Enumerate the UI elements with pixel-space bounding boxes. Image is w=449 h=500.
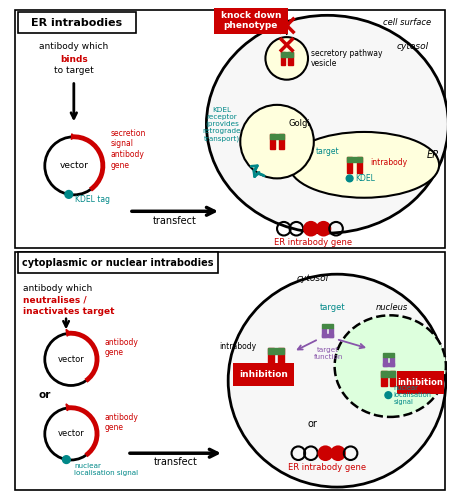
Bar — [281, 52, 293, 56]
Bar — [382, 372, 387, 386]
Text: neutralises /: neutralises / — [22, 296, 86, 304]
Text: binds: binds — [60, 54, 88, 64]
Text: cell surface: cell surface — [383, 18, 431, 27]
Text: intrabody: intrabody — [370, 158, 407, 168]
Bar — [268, 348, 274, 364]
Text: antibody
gene: antibody gene — [105, 338, 139, 357]
FancyBboxPatch shape — [214, 7, 288, 34]
Text: target: target — [319, 303, 345, 312]
Text: target: target — [316, 147, 339, 156]
Text: Golgi: Golgi — [289, 120, 310, 128]
Circle shape — [65, 190, 73, 198]
Text: ER intrabody gene: ER intrabody gene — [288, 463, 366, 472]
Circle shape — [346, 175, 353, 182]
Text: target
function: target function — [314, 347, 343, 360]
Text: nuclear
localisation signal: nuclear localisation signal — [74, 464, 138, 476]
FancyBboxPatch shape — [233, 363, 295, 386]
Bar — [357, 156, 362, 173]
Bar — [278, 348, 284, 364]
FancyArrowPatch shape — [251, 166, 257, 171]
Circle shape — [265, 37, 308, 80]
Circle shape — [240, 105, 314, 178]
Ellipse shape — [335, 316, 446, 417]
Bar — [347, 156, 352, 173]
Text: vector: vector — [59, 162, 88, 170]
Bar — [270, 134, 284, 140]
Text: KDEL
receptor
(provides
retrograde
transport): KDEL receptor (provides retrograde trans… — [202, 106, 241, 142]
Bar — [382, 372, 395, 376]
Bar — [322, 328, 326, 336]
FancyArrowPatch shape — [339, 340, 365, 348]
Text: or: or — [39, 390, 51, 400]
Bar — [15, 10, 445, 248]
Bar — [347, 156, 362, 162]
Text: to target: to target — [54, 66, 94, 75]
Bar — [15, 252, 445, 490]
Ellipse shape — [289, 132, 439, 198]
FancyArrowPatch shape — [298, 340, 316, 349]
Text: KDEL tag: KDEL tag — [75, 194, 110, 203]
Bar — [322, 324, 333, 328]
Bar — [270, 134, 275, 149]
Bar — [383, 352, 394, 357]
Text: antibody
gene: antibody gene — [105, 412, 139, 432]
Text: cytosol: cytosol — [297, 274, 329, 283]
Ellipse shape — [228, 274, 446, 487]
Text: ER intrabodies: ER intrabodies — [31, 18, 122, 28]
FancyArrowPatch shape — [254, 170, 264, 176]
Circle shape — [319, 446, 332, 460]
Ellipse shape — [207, 16, 448, 233]
FancyBboxPatch shape — [18, 252, 218, 273]
Circle shape — [45, 333, 97, 386]
Bar — [390, 357, 394, 366]
Text: inhibition: inhibition — [397, 378, 443, 387]
Text: nucleus: nucleus — [376, 303, 408, 312]
Text: nuclear
localisation
signal: nuclear localisation signal — [393, 385, 431, 405]
Bar — [279, 134, 284, 149]
Text: antibody
gene: antibody gene — [110, 150, 145, 170]
Bar — [329, 328, 333, 336]
Circle shape — [304, 222, 318, 235]
Circle shape — [385, 392, 392, 398]
Polygon shape — [66, 330, 71, 336]
Text: KDEL: KDEL — [356, 174, 375, 183]
Text: ER intrabody gene: ER intrabody gene — [274, 238, 352, 248]
Text: cytoplasmic or nuclear intrabodies: cytoplasmic or nuclear intrabodies — [22, 258, 213, 268]
Polygon shape — [66, 404, 71, 410]
Circle shape — [62, 456, 70, 464]
Bar — [390, 372, 395, 386]
Text: vesicle: vesicle — [311, 60, 337, 68]
Circle shape — [331, 446, 345, 460]
Text: ER: ER — [427, 150, 439, 160]
FancyBboxPatch shape — [397, 371, 445, 394]
Text: secretion
signal: secretion signal — [110, 129, 146, 148]
Text: antibody which: antibody which — [39, 42, 109, 51]
Bar — [288, 52, 293, 64]
Text: vector: vector — [57, 355, 84, 364]
Text: knock down
phenotype: knock down phenotype — [220, 11, 281, 30]
Bar — [383, 362, 394, 366]
Text: inactivates target: inactivates target — [22, 307, 114, 316]
Bar — [281, 52, 285, 64]
Text: antibody which: antibody which — [22, 284, 92, 293]
Bar — [383, 357, 387, 366]
Text: cytosol: cytosol — [397, 42, 429, 51]
Text: or: or — [308, 419, 318, 429]
Text: secretory pathway: secretory pathway — [311, 48, 383, 58]
Text: inhibition: inhibition — [239, 370, 288, 380]
Circle shape — [45, 137, 103, 195]
Text: transfect: transfect — [153, 216, 196, 226]
Polygon shape — [71, 134, 74, 140]
Text: intrabody: intrabody — [220, 342, 257, 351]
FancyBboxPatch shape — [18, 12, 136, 33]
Circle shape — [317, 222, 330, 235]
Text: vector: vector — [57, 430, 84, 438]
Bar — [322, 334, 333, 336]
Bar — [268, 348, 284, 354]
Circle shape — [45, 408, 97, 460]
Text: transfect: transfect — [154, 457, 198, 467]
